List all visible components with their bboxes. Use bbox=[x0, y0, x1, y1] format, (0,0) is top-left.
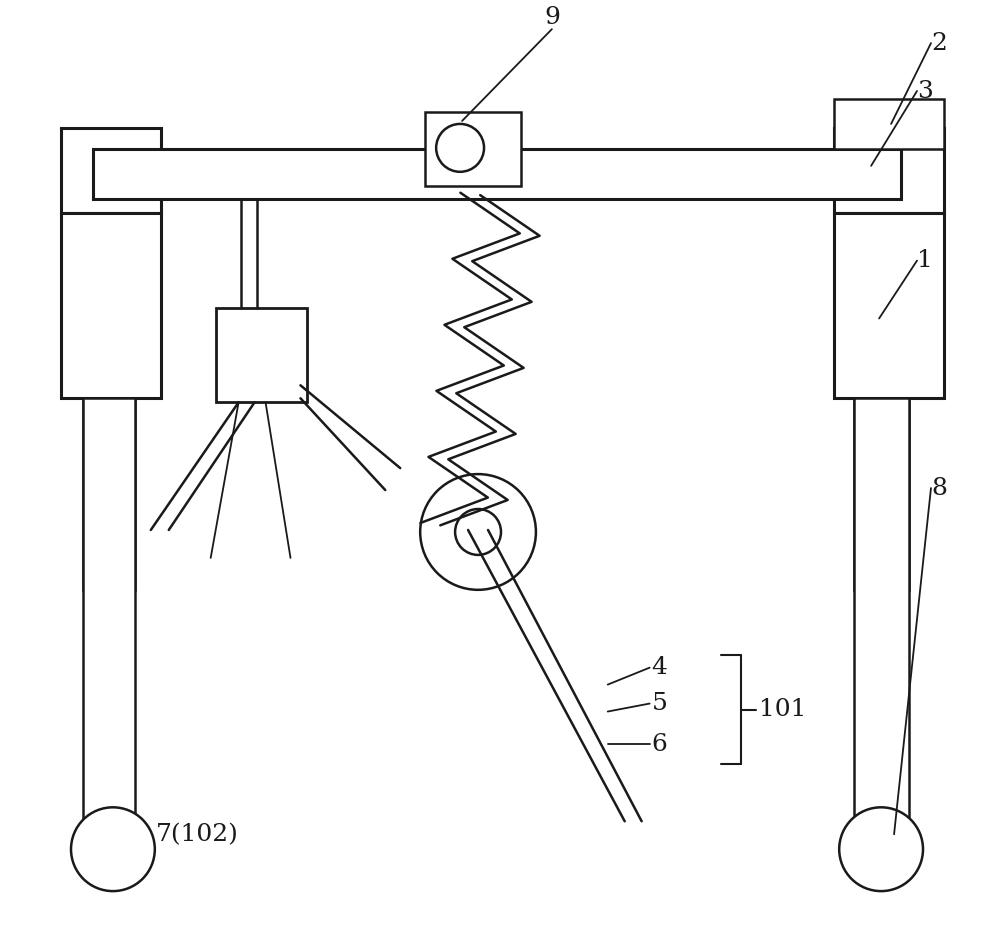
Text: 7(102): 7(102) bbox=[156, 823, 239, 846]
Text: 6: 6 bbox=[652, 733, 668, 756]
Circle shape bbox=[455, 509, 501, 555]
Circle shape bbox=[71, 808, 155, 891]
Bar bbox=[425, 112, 521, 186]
Bar bbox=[834, 213, 944, 398]
Circle shape bbox=[839, 808, 923, 891]
Circle shape bbox=[420, 474, 536, 590]
Text: 101: 101 bbox=[759, 698, 807, 721]
Bar bbox=[61, 128, 161, 213]
Bar bbox=[854, 213, 909, 590]
Bar bbox=[83, 398, 135, 820]
Bar bbox=[61, 213, 161, 398]
Text: 8: 8 bbox=[931, 477, 947, 500]
Circle shape bbox=[436, 124, 484, 172]
Text: 1: 1 bbox=[917, 249, 933, 272]
Text: 9: 9 bbox=[544, 7, 560, 29]
Bar bbox=[83, 213, 135, 590]
Text: 4: 4 bbox=[652, 656, 668, 679]
Bar bbox=[834, 99, 944, 149]
Bar bbox=[834, 128, 944, 213]
Text: 5: 5 bbox=[652, 692, 668, 716]
Bar bbox=[854, 398, 909, 820]
Text: 2: 2 bbox=[931, 32, 947, 54]
Bar bbox=[93, 149, 901, 199]
Text: 3: 3 bbox=[917, 80, 933, 102]
Bar bbox=[216, 309, 307, 402]
